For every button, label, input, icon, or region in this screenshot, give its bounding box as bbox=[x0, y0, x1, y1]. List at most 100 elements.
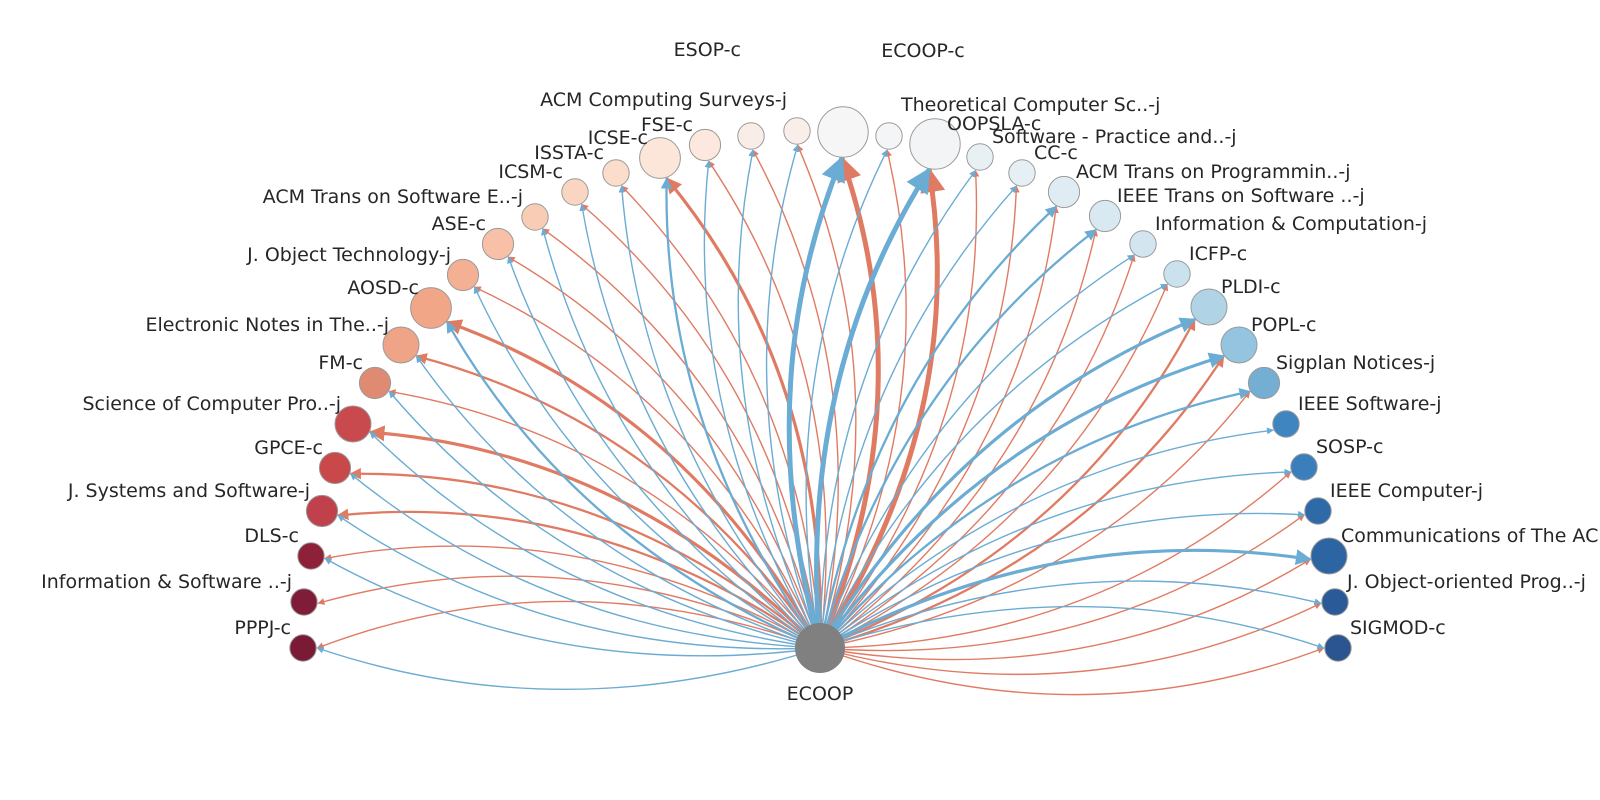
edge-outgoing bbox=[819, 283, 1168, 649]
edge-outgoing bbox=[817, 167, 946, 650]
edge-incoming bbox=[819, 548, 1312, 650]
node-circle[interactable] bbox=[1008, 159, 1036, 187]
edge-incoming bbox=[818, 205, 1058, 649]
node-label: SIGMOD-c bbox=[1350, 617, 1446, 639]
edge-outgoing bbox=[388, 389, 821, 649]
labels-layer: PPPJ-c Information & Software ..-j DLS-c J.… bbox=[41, 39, 1598, 639]
edge-outgoing bbox=[819, 646, 1325, 696]
node-circle[interactable] bbox=[737, 122, 765, 150]
node-circle[interactable] bbox=[875, 122, 903, 150]
edge-incoming bbox=[819, 185, 1017, 649]
edge-incoming bbox=[805, 149, 888, 649]
edge-incoming bbox=[819, 254, 1135, 649]
node-circle[interactable] bbox=[1190, 288, 1228, 326]
node-label: Theoretical Computer Sc..-j bbox=[900, 94, 1160, 116]
edge-outgoing bbox=[445, 319, 822, 649]
node-label: IEEE Software-j bbox=[1298, 393, 1442, 415]
edge-incoming bbox=[541, 228, 821, 649]
node-circle[interactable] bbox=[1047, 175, 1081, 209]
node-label: CC-c bbox=[1034, 142, 1078, 164]
node-label: ICSM-c bbox=[498, 161, 563, 183]
edge-incoming bbox=[819, 283, 1168, 649]
node-label: J. Object-oriented Prog..-j bbox=[1346, 571, 1586, 593]
edge-incoming bbox=[579, 203, 821, 649]
edge-incoming bbox=[703, 160, 821, 649]
node-circle[interactable] bbox=[1321, 588, 1349, 616]
node-label: J. Object Technology-j bbox=[246, 244, 451, 266]
node-label: DLS-c bbox=[244, 525, 299, 547]
node-label: ICFP-c bbox=[1189, 243, 1247, 265]
node-label: ICSE-c bbox=[588, 127, 648, 149]
edges-layer bbox=[316, 144, 1325, 696]
node-label: PLDI-c bbox=[1221, 276, 1281, 298]
node-circle[interactable] bbox=[817, 106, 869, 158]
node-circle[interactable] bbox=[1304, 497, 1332, 525]
edge-incoming bbox=[507, 256, 821, 649]
node-circle[interactable] bbox=[1324, 634, 1352, 662]
node-circle[interactable] bbox=[1310, 537, 1348, 575]
node-circle[interactable] bbox=[639, 137, 681, 179]
edge-outgoing bbox=[817, 155, 881, 649]
node-circle[interactable] bbox=[410, 287, 452, 329]
edge-outgoing bbox=[368, 425, 822, 650]
edge-incoming bbox=[814, 167, 932, 649]
edge-incoming bbox=[765, 144, 821, 649]
edge-incoming bbox=[818, 228, 1097, 649]
center-node-circle[interactable] bbox=[795, 623, 845, 673]
node-circle[interactable] bbox=[1220, 326, 1258, 364]
edge-incoming bbox=[388, 390, 821, 649]
edge-outgoing bbox=[819, 229, 1098, 649]
node-circle[interactable] bbox=[909, 118, 961, 170]
edge-incoming bbox=[786, 155, 845, 649]
node-label: AOSD-c bbox=[347, 277, 419, 299]
node-label: OOPSLA-c bbox=[947, 113, 1041, 135]
node-circle[interactable] bbox=[481, 227, 515, 261]
node-circle[interactable] bbox=[446, 258, 480, 292]
node-circle[interactable] bbox=[1290, 453, 1318, 481]
node-circle[interactable] bbox=[521, 203, 549, 231]
node-circle[interactable] bbox=[382, 326, 420, 364]
center-node[interactable]: ECOOP bbox=[787, 623, 854, 705]
edge-outgoing bbox=[507, 256, 821, 649]
node-circle[interactable] bbox=[305, 494, 339, 528]
node-circle[interactable] bbox=[1272, 410, 1300, 438]
edge-outgoing bbox=[819, 185, 1020, 649]
edge-incoming bbox=[737, 149, 821, 649]
edge-incoming bbox=[819, 427, 1274, 649]
node-circle[interactable] bbox=[289, 634, 317, 662]
edge-incoming bbox=[819, 580, 1322, 649]
node-circle[interactable] bbox=[1088, 199, 1122, 233]
edge-outgoing bbox=[317, 575, 821, 649]
node-label: Sigplan Notices-j bbox=[1276, 352, 1435, 374]
node-circle[interactable] bbox=[1129, 230, 1157, 258]
node-circle[interactable] bbox=[297, 542, 325, 570]
node-circle[interactable] bbox=[688, 128, 722, 162]
node-circle[interactable] bbox=[602, 159, 630, 187]
node-circle[interactable] bbox=[1247, 366, 1281, 400]
node-label: ASE-c bbox=[432, 213, 486, 235]
node-label: ECOOP-c bbox=[881, 40, 965, 62]
edge-incoming bbox=[324, 557, 821, 657]
node-circle[interactable] bbox=[783, 117, 811, 145]
node-circle[interactable] bbox=[966, 143, 994, 171]
node-label: ACM Computing Surveys-j bbox=[540, 89, 787, 111]
node-circle[interactable] bbox=[318, 451, 352, 485]
node-circle[interactable] bbox=[290, 588, 318, 616]
edge-outgoing bbox=[819, 471, 1292, 649]
node-label: GPCE-c bbox=[254, 437, 323, 459]
edge-outgoing bbox=[819, 390, 1251, 649]
edge-outgoing bbox=[542, 228, 821, 649]
node-circle[interactable] bbox=[561, 178, 589, 206]
edge-outgoing bbox=[819, 602, 1322, 676]
node-label: J. Systems and Software-j bbox=[67, 480, 310, 502]
node-label: ACM Trans on Programmin..-j bbox=[1076, 161, 1351, 183]
node-circle[interactable] bbox=[334, 405, 372, 443]
edge-outgoing bbox=[819, 514, 1305, 652]
node-label: Software - Practice and..-j bbox=[992, 126, 1237, 148]
edge-incoming bbox=[350, 473, 821, 649]
node-circle[interactable] bbox=[358, 366, 392, 400]
node-circle[interactable] bbox=[1163, 260, 1191, 288]
edge-outgoing bbox=[324, 545, 821, 649]
edge-incoming bbox=[819, 605, 1325, 650]
